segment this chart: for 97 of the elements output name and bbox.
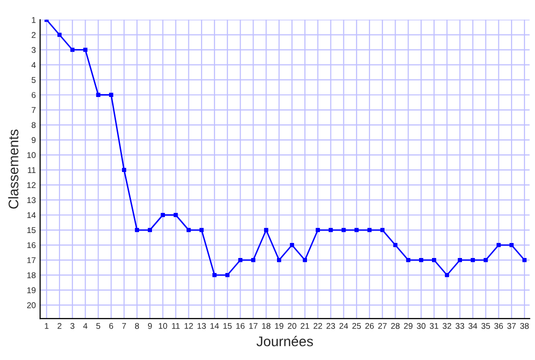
x-tick-label: 25	[352, 322, 361, 329]
point	[83, 48, 88, 52]
x-tick-label: 32	[442, 322, 452, 329]
point	[302, 258, 307, 262]
x-tick-label: 30	[416, 322, 426, 329]
y-tick-label: 19	[27, 287, 36, 294]
point	[290, 242, 294, 248]
point	[328, 228, 333, 232]
x-tick-label: 15	[223, 323, 232, 329]
point	[122, 168, 126, 172]
y-tick-label: 2	[32, 32, 36, 38]
point	[174, 212, 178, 218]
point	[496, 242, 501, 248]
x-tick-label: 19	[275, 322, 284, 329]
x-tick-label: 33	[456, 322, 464, 329]
point	[264, 228, 268, 232]
x-tick-label: 2	[58, 322, 62, 329]
point	[509, 242, 514, 248]
x-tick-label: 36	[494, 322, 503, 329]
x-tick-label: 23	[326, 322, 336, 329]
y-tick-label: 20	[27, 302, 36, 308]
point	[367, 228, 372, 232]
x-tick-label: 35	[481, 322, 490, 329]
x-tick-label: 22	[314, 322, 322, 329]
y-tick-label: 15	[27, 227, 36, 234]
point	[134, 228, 140, 232]
y-tick-label: 16	[27, 242, 36, 248]
y-tick-label: 3	[32, 47, 36, 53]
x-tick-label: 6	[109, 322, 114, 329]
point	[470, 258, 475, 262]
point	[522, 258, 527, 262]
point	[148, 228, 152, 232]
point	[225, 272, 230, 278]
point	[393, 242, 398, 248]
x-tick-label: 16	[236, 322, 245, 329]
y-tick-label: 5	[32, 77, 36, 83]
x-tick-label: 21	[300, 322, 310, 329]
point	[109, 92, 114, 97]
y-tick-label: 9	[32, 137, 36, 144]
y-tick-label: 12	[27, 182, 36, 188]
x-tick-label: 18	[262, 322, 270, 329]
y-axis-title: Classements	[8, 130, 18, 209]
point	[238, 258, 242, 262]
x-tick-label: 11	[172, 323, 180, 329]
x-tick-label: 38	[520, 322, 529, 329]
y-tick-label: 7	[32, 107, 36, 113]
x-tick-label: 17	[249, 323, 258, 329]
x-tick-label: 24	[339, 322, 348, 329]
y-tick-label: 13	[27, 197, 36, 204]
x-tick-label: 7	[122, 323, 126, 329]
x-tick-label: 13	[198, 322, 206, 329]
point	[316, 228, 320, 232]
point	[186, 228, 191, 232]
point	[251, 258, 256, 262]
x-tick-label: 26	[365, 322, 374, 329]
point	[212, 272, 217, 278]
x-tick-label: 12	[184, 322, 193, 329]
x-tick-label: 5	[96, 323, 100, 329]
x-tick-label: 4	[83, 323, 88, 329]
point	[406, 258, 410, 262]
x-tick-label: 27	[378, 322, 387, 329]
point	[199, 228, 204, 232]
y-tick-label: 18	[27, 272, 36, 278]
y-tick-label: 1	[32, 17, 36, 23]
x-tick-label: 1	[44, 323, 48, 329]
y-tick-label: 17	[27, 257, 36, 264]
y-tick-label: 4	[32, 62, 36, 68]
point	[380, 228, 384, 232]
x-tick-label: 34	[468, 322, 478, 329]
y-tick-label: 8	[32, 122, 36, 128]
point	[484, 258, 488, 262]
x-tick-label: 9	[148, 322, 152, 329]
x-tick-label: 31	[430, 322, 438, 329]
x-tick-label: 37	[507, 322, 516, 329]
point	[276, 258, 282, 262]
x-tick-label: 8	[135, 322, 139, 329]
y-tick-label: 10	[27, 152, 36, 158]
point	[354, 228, 359, 232]
point	[458, 258, 462, 262]
point	[70, 48, 74, 52]
y-tick-label: 6	[32, 92, 36, 98]
x-tick-label: 10	[158, 322, 168, 329]
point	[419, 258, 424, 262]
point	[342, 228, 346, 232]
x-tick-label: 29	[404, 322, 412, 329]
x-axis-title: Journées	[256, 336, 313, 346]
point	[96, 92, 100, 97]
x-tick-label: 20	[288, 322, 296, 329]
point	[444, 272, 450, 278]
point	[432, 258, 436, 262]
point	[57, 32, 62, 37]
point	[160, 212, 165, 218]
y-tick-label: 11	[28, 167, 36, 173]
x-tick-label: 14	[210, 323, 219, 329]
x-tick-label: 28	[391, 322, 400, 329]
y-tick-label: 14	[27, 212, 36, 218]
x-tick-label: 3	[70, 322, 74, 329]
